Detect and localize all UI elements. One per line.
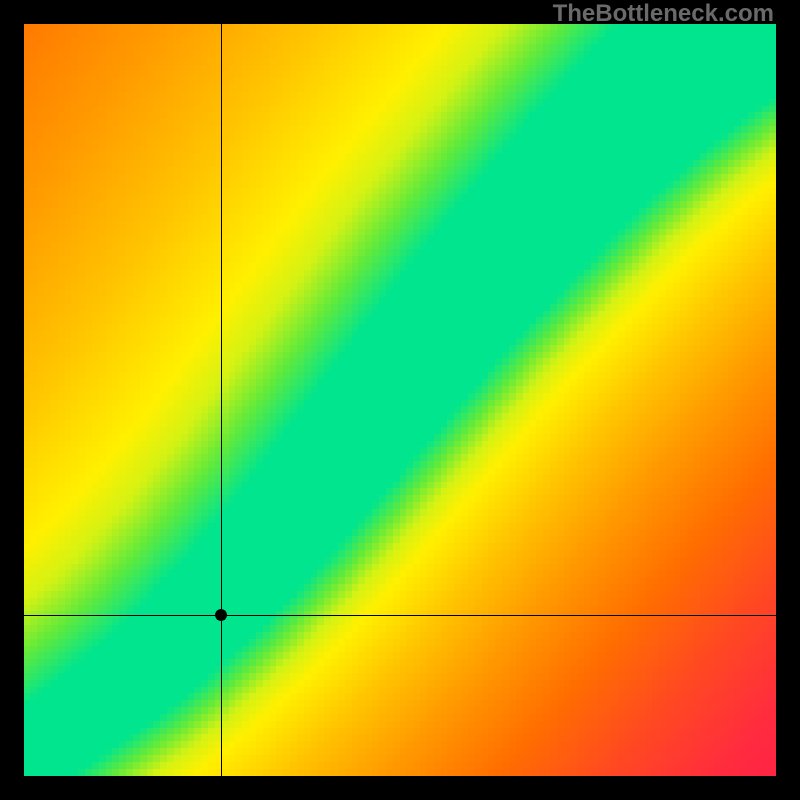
chart-container: TheBottleneck.com — [0, 0, 800, 800]
bottleneck-heatmap — [0, 0, 800, 800]
